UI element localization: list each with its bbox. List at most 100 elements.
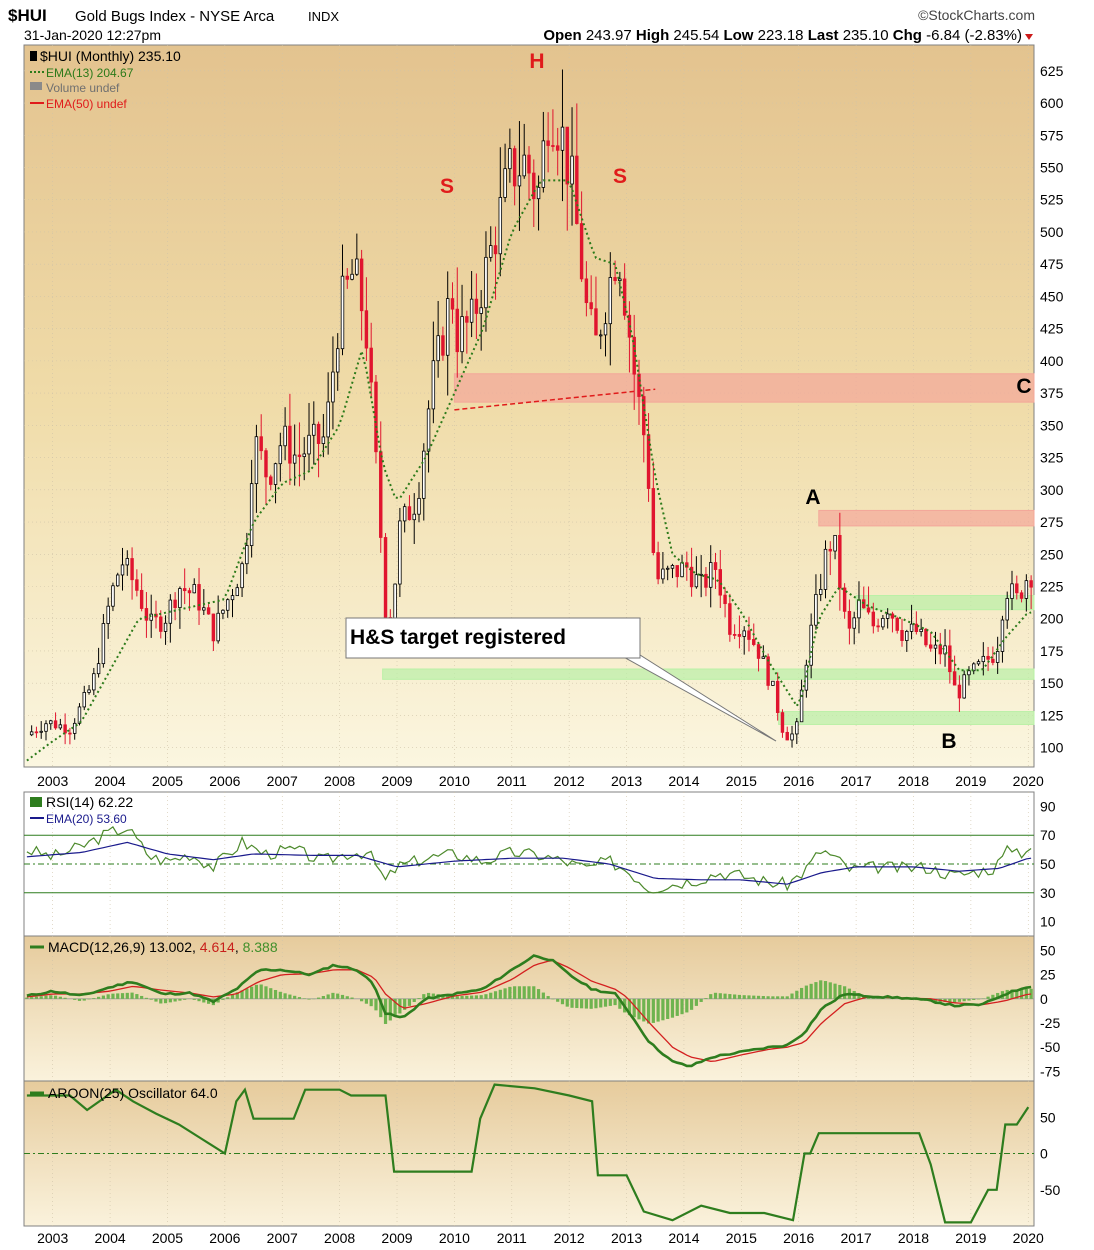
annotation-c: C: [1016, 375, 1031, 398]
macd-histogram-bar: [120, 993, 125, 999]
candle-body: [139, 589, 144, 609]
candle-body: [63, 724, 67, 734]
rsi-tick-label: 90: [1040, 798, 1056, 814]
candle-body: [661, 568, 665, 580]
rsi-ema-line: [26, 841, 1032, 885]
candle-body: [116, 574, 120, 587]
macd-histogram-bar: [976, 998, 981, 1000]
macd-histogram-bar: [646, 998, 651, 1024]
macd-histogram-bar: [168, 998, 172, 1003]
legend-main: $HUI (Monthly) 235.10: [40, 48, 181, 64]
macd-histogram-bar: [943, 998, 947, 1003]
candle-body: [828, 548, 832, 552]
callout-box: [345, 617, 641, 659]
macd-histogram-bar: [1024, 988, 1028, 999]
macd-histogram-bar: [642, 998, 646, 1022]
macd-histogram-bar: [178, 998, 182, 1001]
aroon-tick-label: 50: [1040, 1109, 1056, 1125]
candle-body: [278, 445, 283, 465]
y-tick-label: 325: [1040, 450, 1064, 466]
candle-body: [321, 436, 326, 444]
macd-histogram-bar: [728, 994, 732, 999]
candle-body: [455, 308, 459, 353]
candle-body: [771, 680, 775, 686]
candle-body: [39, 730, 43, 733]
candle-body: [149, 613, 153, 621]
macd-histogram-bar: [259, 984, 263, 999]
candle-body: [656, 552, 660, 580]
macd-histogram-bar: [183, 998, 187, 1000]
macd-histogram-bar: [321, 996, 325, 999]
candle-body: [532, 172, 536, 200]
y-tick-label: 125: [1040, 707, 1064, 723]
macd-histogram-bar: [575, 998, 579, 1009]
candle-body: [235, 587, 240, 597]
candle-body: [665, 567, 670, 570]
macd-histogram-bar: [154, 998, 158, 1002]
candle-body: [307, 434, 311, 455]
candle-body: [579, 223, 584, 280]
macd-histogram-bar: [163, 998, 168, 1004]
x-tick-label: 2007: [267, 773, 298, 789]
price-legend: $HUI (Monthly) 235.10 EMA(13) 204.67 Vol…: [30, 48, 181, 111]
macd-histogram-bar: [254, 984, 259, 999]
callout-shadow-fix: [621, 654, 639, 657]
candle-body: [192, 584, 196, 594]
rsi-tick-label: 10: [1040, 914, 1056, 930]
macd-histogram-bar: [618, 998, 622, 1009]
candle-body: [527, 154, 531, 174]
candle-body: [96, 663, 101, 675]
exchange-label: INDX: [308, 9, 339, 24]
macd-histogram-bar: [25, 997, 29, 999]
macd-histogram-bar: [326, 994, 330, 999]
symbol-label: $HUI: [8, 6, 47, 25]
candle-body: [995, 651, 1000, 663]
candle-body: [723, 594, 727, 605]
candle-body: [498, 197, 503, 255]
candle-body: [862, 599, 866, 609]
macd-histogram-bar: [465, 995, 469, 999]
candle-body: [68, 732, 72, 735]
candle-body: [560, 126, 565, 151]
macd-label: MACD(12,26,9) 13.002, 4.614, 8.388: [48, 939, 278, 955]
ema13-line: [26, 179, 1032, 762]
annotation-a: A: [805, 486, 820, 509]
candle-body: [838, 535, 842, 589]
candle-body: [489, 245, 493, 258]
candle-body: [775, 680, 780, 713]
x-tick-label: 2004: [95, 773, 126, 789]
macd-histogram-bar: [173, 998, 177, 1002]
macd-tick-label: -25: [1040, 1015, 1060, 1031]
candle-body: [187, 590, 192, 594]
candle-body: [135, 579, 139, 591]
candle-body: [1010, 583, 1014, 599]
candle-body: [326, 401, 330, 438]
candle-body: [718, 569, 723, 596]
candle-body: [49, 720, 53, 725]
candle-body: [728, 603, 732, 635]
macd-histogram-bar: [876, 997, 880, 999]
macd-histogram-bar: [680, 998, 684, 1015]
candle-body: [120, 564, 125, 576]
candle-body: [53, 720, 58, 729]
macd-histogram-bar: [388, 998, 392, 1021]
macd-histogram-bar: [972, 998, 976, 1000]
macd-histogram-bar: [77, 998, 82, 1001]
macd-histogram-bar: [857, 993, 861, 999]
macd-histogram-bar: [541, 992, 545, 999]
macd-histogram-bar: [603, 998, 608, 1007]
candle-body: [603, 323, 608, 336]
candle-body: [646, 434, 651, 489]
macd-histogram-bar: [92, 998, 96, 999]
candle-body: [288, 425, 292, 464]
candle-body: [182, 588, 187, 592]
candle-body: [713, 562, 718, 570]
candle-body: [292, 454, 297, 464]
macd-histogram-bar: [250, 986, 254, 999]
candle-body: [747, 630, 751, 640]
macd-histogram-bar: [97, 996, 101, 999]
candle-body: [283, 425, 287, 447]
x-tick-label: 2019: [955, 1230, 986, 1246]
candle-body: [101, 623, 106, 665]
candle-body: [866, 607, 871, 613]
